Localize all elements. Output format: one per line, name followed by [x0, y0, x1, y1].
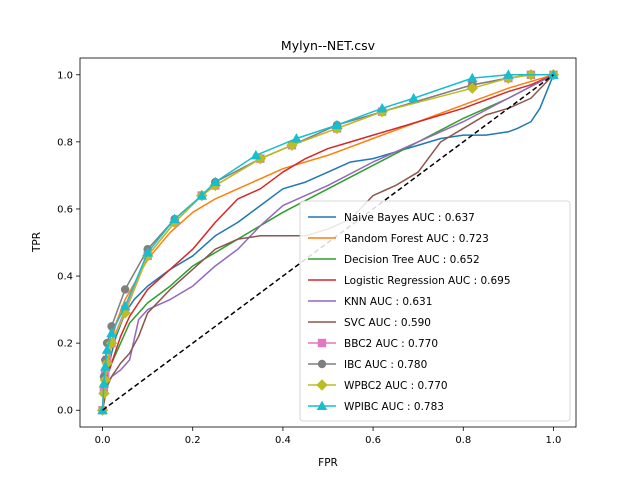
legend-label: KNN AUC : 0.631 [344, 296, 432, 308]
legend-box [299, 200, 571, 422]
legend-label: Naive Bayes AUC : 0.637 [344, 212, 475, 224]
series-line-svc [101, 74, 554, 411]
data-point-wpibc [250, 149, 262, 160]
legend-entry-knn: KNN AUC : 0.631 [308, 296, 432, 308]
data-point-wpibc [196, 190, 207, 200]
series-wpibc [97, 69, 559, 415]
data-point-wpibc [291, 133, 302, 143]
legend-marker [317, 359, 327, 369]
legend-entry-naive-bayes: Naive Bayes AUC : 0.637 [308, 212, 475, 224]
x-tick-label: 0.4 [275, 435, 291, 446]
legend-marker [316, 400, 328, 411]
legend-marker [316, 379, 328, 391]
data-point-wpbc2 [466, 82, 478, 94]
legend-entry-decision-tree: Decision Tree AUC : 0.652 [308, 254, 480, 266]
data-point-ibc [120, 285, 130, 294]
data-point-wpibc [331, 119, 343, 130]
legend-entry-wpibc: WPIBC AUC : 0.783 [308, 400, 444, 413]
plot-area [96, 69, 560, 416]
data-point-wpbc2 [286, 139, 298, 151]
series-svc [101, 74, 554, 411]
legend-label: SVC AUC : 0.590 [344, 317, 431, 329]
x-tick-label: 0.6 [365, 435, 381, 446]
legend-label: BBC2 AUC : 0.770 [344, 338, 438, 350]
x-tick-label: 1.0 [546, 435, 562, 446]
legend-entry-ibc: IBC AUC : 0.780 [308, 359, 427, 371]
legend-entry-bbc2: BBC2 AUC : 0.770 [308, 338, 438, 350]
legend-label: IBC AUC : 0.780 [344, 359, 427, 371]
chart-title: Mylyn--NET.csv [281, 38, 376, 53]
legend-entry-logistic-regression: Logistic Regression AUC : 0.695 [308, 275, 511, 287]
data-point-wpibc [467, 72, 478, 83]
data-point-wpibc [376, 102, 388, 113]
data-point-wpibc [142, 247, 153, 257]
y-axis-label: TPR [31, 232, 43, 253]
x-axis-label: FPR [318, 457, 338, 469]
series-knn [101, 74, 554, 411]
series-line-knn [101, 74, 554, 411]
legend-entry-svc: SVC AUC : 0.590 [308, 317, 431, 329]
legend-label: Decision Tree AUC : 0.652 [344, 254, 480, 266]
data-point-wpibc [119, 300, 131, 311]
data-point-wpibc [101, 344, 113, 354]
data-point-wpibc [408, 92, 419, 103]
x-tick-label: 0.2 [185, 435, 201, 446]
legend-label: Logistic Regression AUC : 0.695 [344, 275, 511, 287]
legend-label: Random Forest AUC : 0.723 [344, 233, 489, 245]
series-line-logistic-regression [101, 74, 554, 411]
data-point-wpibc [106, 327, 117, 338]
legend-marker [317, 338, 327, 348]
y-tick-label: 0.6 [57, 204, 73, 215]
data-point-wpibc [210, 176, 221, 187]
x-tick-label: 0.0 [95, 435, 111, 446]
y-tick-label: 0.0 [57, 406, 73, 417]
data-point-wpibc [503, 69, 514, 79]
y-tick-label: 0.8 [57, 137, 73, 148]
data-point-wpibc [98, 378, 110, 388]
x-tick-label: 0.8 [455, 435, 471, 446]
data-point-wpibc [169, 213, 180, 224]
legend-entry-wpbc2: WPBC2 AUC : 0.770 [308, 379, 448, 392]
series-logistic-regression [101, 74, 554, 411]
data-point-wpibc [548, 69, 559, 79]
legend-label: WPBC2 AUC : 0.770 [344, 380, 448, 392]
legend: Naive Bayes AUC : 0.637 Random Forest AUC… [299, 200, 571, 422]
axis-ticks: 0.0 0.2 0.4 0.6 0.8 1.0 0.0 0.2 0.4 0.6 0.8 1.0 [57, 70, 561, 446]
legend-entry-random-forest: Random Forest AUC : 0.723 [308, 233, 489, 245]
plot-frame [79, 57, 577, 428]
y-tick-label: 0.4 [57, 272, 73, 283]
legend-label: WPIBC AUC : 0.783 [344, 401, 444, 413]
data-point-wpibc [100, 361, 111, 371]
y-tick-label: 1.0 [57, 70, 73, 81]
y-tick-label: 0.2 [57, 339, 73, 350]
